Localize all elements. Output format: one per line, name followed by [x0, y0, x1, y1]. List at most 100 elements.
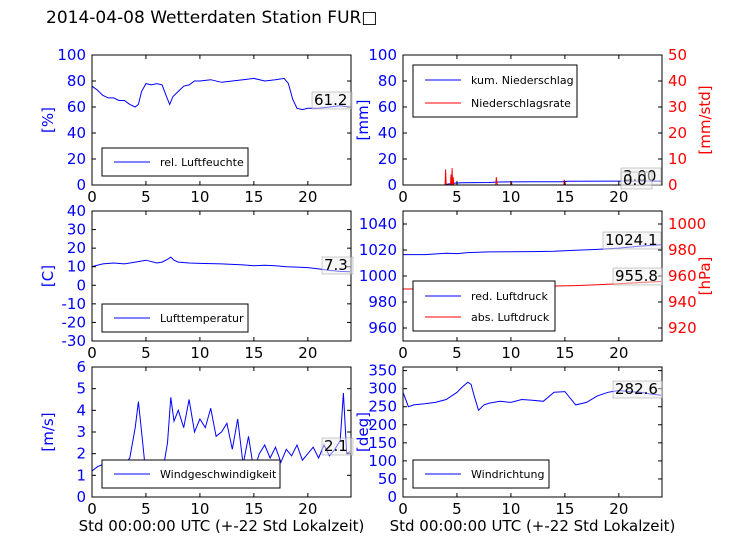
y-tick-label: 0	[76, 488, 86, 506]
legend-label: Lufttemperatur	[160, 312, 244, 325]
y-tick-label: 980	[368, 293, 397, 311]
annotation-label: 7.3	[324, 256, 348, 274]
series-line-windspeed-0	[92, 392, 351, 486]
y-axis-label: [mm]	[354, 100, 372, 141]
x-tick-label: 10	[190, 500, 209, 518]
legend-label: Niederschlagsrate	[471, 97, 571, 110]
y-tick-label: 50	[378, 470, 397, 488]
y2-tick-label: 1000	[668, 215, 706, 233]
y-tick-label: 1040	[359, 215, 397, 233]
y-tick-label: 350	[368, 362, 397, 380]
y2-tick-label: 0	[668, 176, 678, 194]
y-tick-label: 1	[76, 466, 86, 484]
y-tick-label: 80	[378, 72, 397, 90]
series-line-precipitation-0	[403, 180, 661, 185]
x-tick-label: 0	[398, 500, 408, 518]
x-tick-label: 0	[398, 188, 408, 206]
y-tick-label: 20	[378, 150, 397, 168]
x-tick-label: 0	[87, 188, 97, 206]
x-axis-label: Std 00:00:00 UTC (+-22 Std Lokalzeit)	[390, 517, 676, 535]
legend-box-pressure	[412, 280, 556, 332]
y-tick-label: -10	[62, 295, 87, 313]
x-tick-label: 15	[555, 500, 574, 518]
x-tick-label: 10	[501, 344, 520, 362]
y2-tick-label: 30	[668, 98, 687, 116]
y2-tick-label: 980	[668, 241, 697, 259]
annotation-label: 1024.1	[605, 231, 658, 249]
x-tick-label: 10	[501, 500, 520, 518]
x-tick-label: 15	[244, 188, 263, 206]
y-tick-label: 80	[67, 72, 86, 90]
x-tick-label: 5	[141, 344, 151, 362]
annotation-label: 0.0	[623, 171, 647, 189]
y-tick-label: 4	[76, 401, 86, 419]
annotation-label: 955.8	[615, 267, 658, 285]
y-tick-label: 0	[387, 176, 397, 194]
x-tick-label: 15	[244, 344, 263, 362]
plot-frame-temperature	[91, 210, 352, 342]
annotation-label: 61.2	[314, 91, 347, 109]
x-tick-label: 15	[555, 344, 574, 362]
x-tick-label: 20	[609, 344, 628, 362]
y2-tick-label: 20	[668, 124, 687, 142]
y2-tick-label: 50	[668, 46, 687, 64]
series-line-humidity-0	[92, 77, 349, 111]
x-tick-label: 5	[141, 500, 151, 518]
x-tick-label: 10	[501, 188, 520, 206]
y-tick-label: 100	[368, 46, 397, 64]
y-tick-label: 60	[67, 98, 86, 116]
y-tick-label: 200	[368, 416, 397, 434]
legend-label: red. Luftdruck	[471, 290, 548, 303]
annotation-label: 282.6	[615, 380, 658, 398]
figure-title: 2014-04-08 Wetterdaten Station FUR□	[46, 8, 378, 28]
y2-tick-label: 940	[668, 293, 697, 311]
y-tick-label: -30	[62, 332, 87, 350]
y-tick-label: 0	[387, 488, 397, 506]
y-tick-label: 3	[76, 423, 86, 441]
annotation-box	[321, 256, 354, 275]
plot-frame-humidity	[91, 54, 352, 186]
x-tick-label: 10	[190, 188, 209, 206]
plot-frame-precipitation	[402, 54, 663, 186]
y-axis-label: [deg]	[354, 412, 372, 452]
annotation-label: 2.1	[324, 437, 348, 455]
plot-frame-winddirection	[402, 366, 663, 498]
y-tick-label: 20	[67, 150, 86, 168]
y-tick-label: -20	[62, 313, 87, 331]
y-tick-label: 1000	[359, 267, 397, 285]
x-tick-label: 20	[298, 500, 317, 518]
x-tick-label: 20	[609, 188, 628, 206]
y-tick-label: 20	[67, 239, 86, 257]
x-tick-label: 15	[244, 500, 263, 518]
y-axis-label: [C]	[39, 265, 57, 287]
y2-axis-label: [hPa]	[696, 257, 714, 296]
y-tick-label: 2	[76, 445, 86, 463]
y-tick-label: 40	[67, 202, 86, 220]
y-tick-label: 250	[368, 398, 397, 416]
y-tick-label: 100	[57, 46, 86, 64]
y-tick-label: 30	[67, 221, 86, 239]
x-tick-label: 0	[87, 500, 97, 518]
legend-label: kum. Niederschlag	[471, 74, 574, 87]
y-tick-label: 960	[368, 319, 397, 337]
y2-tick-label: 960	[668, 267, 697, 285]
x-tick-label: 0	[87, 344, 97, 362]
legend-label: Windgeschwindigkeit	[160, 468, 277, 481]
annotation-box	[612, 380, 663, 399]
y-tick-label: 1020	[359, 241, 397, 259]
annotation-box	[612, 267, 663, 286]
y2-axis-label: [mm/std]	[696, 85, 714, 154]
x-tick-label: 15	[555, 188, 574, 206]
annotation-box	[311, 91, 353, 110]
y2-tick-label: 920	[668, 319, 697, 337]
x-tick-label: 20	[298, 344, 317, 362]
series-line-winddirection-0	[403, 381, 661, 412]
x-tick-label: 5	[452, 188, 462, 206]
y-tick-label: 60	[378, 98, 397, 116]
annotation-box	[620, 171, 653, 190]
x-tick-label: 5	[452, 500, 462, 518]
y-tick-label: 0	[76, 176, 86, 194]
x-tick-label: 10	[190, 344, 209, 362]
x-tick-label: 20	[609, 500, 628, 518]
